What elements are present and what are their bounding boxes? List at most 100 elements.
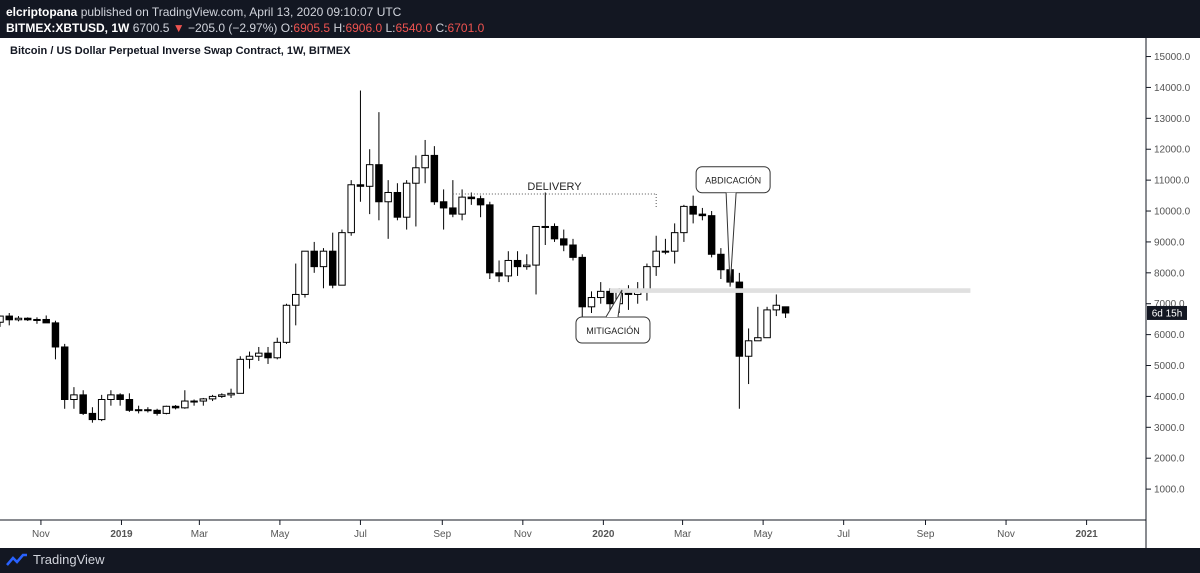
candle	[255, 346, 263, 361]
candle	[569, 238, 577, 261]
time-tick-label: Jul	[837, 529, 850, 540]
candle-body-up	[181, 400, 189, 409]
close-label: C:	[435, 21, 448, 35]
candle-body-down	[735, 281, 744, 357]
candle-body-down	[153, 409, 161, 414]
candle	[51, 320, 60, 360]
price-tick-label: 4000.0	[1154, 392, 1185, 403]
candle	[781, 306, 790, 318]
candle-body-up	[458, 196, 466, 215]
candle-body-down	[393, 191, 402, 218]
candle-body-down	[88, 412, 97, 421]
candle	[227, 388, 235, 398]
candle-body-up	[273, 341, 281, 359]
candle	[421, 139, 429, 184]
candle-body-up	[754, 337, 762, 342]
candle	[144, 407, 152, 413]
candle	[199, 397, 208, 406]
price-tick-label: 15000.0	[1154, 52, 1191, 63]
candle-body-down	[486, 204, 494, 274]
candle	[190, 399, 198, 406]
candle	[301, 250, 309, 298]
candle	[495, 260, 503, 283]
candle	[23, 317, 32, 322]
candle-body-down	[5, 315, 13, 321]
time-tick-label: 2019	[110, 529, 133, 540]
candle	[578, 254, 586, 320]
candle-body-down	[569, 244, 577, 258]
price-tick-label: 13000.0	[1154, 114, 1191, 125]
candle-body-up	[282, 304, 291, 343]
candle	[439, 189, 448, 230]
chart-header: elcriptopana published on TradingView.co…	[0, 0, 1200, 38]
price-tick-label: 11000.0	[1154, 176, 1190, 187]
mitigacion-callout-label: MITIGACIÓN	[586, 326, 640, 336]
candle	[467, 192, 476, 205]
open-value: 6905.5	[293, 21, 331, 35]
candle-body-down	[513, 259, 522, 268]
time-tick-label: Nov	[514, 529, 532, 540]
candle-body-up	[402, 182, 411, 218]
last-price: 6700.5	[132, 21, 170, 35]
candle-body-down	[328, 250, 337, 286]
candle-body-up	[541, 225, 550, 228]
candlestick-chart[interactable]: Bitcoin / US Dollar Perpetual Inverse Sw…	[0, 38, 1200, 548]
candle	[393, 183, 402, 221]
candle-body-up	[587, 297, 596, 308]
candle	[14, 316, 23, 322]
candle-body-up	[236, 358, 245, 394]
brand-name: TradingView	[33, 552, 105, 567]
candle	[70, 387, 78, 409]
candle	[125, 393, 134, 412]
candle	[717, 248, 725, 279]
time-tick-label: Nov	[997, 529, 1015, 540]
candle-body-down	[264, 352, 272, 359]
candle-body-up	[643, 266, 651, 292]
candle	[338, 229, 346, 286]
candle	[689, 195, 697, 224]
candle	[550, 223, 559, 242]
price-tick-label: 12000.0	[1154, 145, 1191, 156]
candle-body-up	[255, 352, 263, 357]
candle-body-up	[596, 290, 605, 299]
candle	[134, 405, 143, 414]
price-axis[interactable]: 1000.0 2000.0 3000.0 4000.0 5000.0 6000.0 7000…	[1145, 38, 1191, 548]
candle	[365, 149, 374, 215]
candle	[541, 192, 550, 246]
candle-body-down	[171, 405, 180, 409]
time-tick-label: Nov	[32, 529, 50, 540]
candle-body-down	[467, 196, 476, 200]
candle	[763, 306, 771, 339]
author-name[interactable]: elcriptopana	[6, 5, 78, 19]
candle	[412, 155, 420, 227]
price-tick-label: 7000.0	[1154, 299, 1185, 310]
tradingview-logo[interactable]: TradingView	[6, 552, 105, 567]
candle-body-up	[338, 232, 346, 286]
price-tick-label: 3000.0	[1154, 423, 1185, 434]
candle	[347, 180, 355, 236]
candle-body-up	[14, 317, 23, 321]
candle-body-up	[245, 355, 254, 360]
price-tick-label: 2000.0	[1154, 454, 1185, 465]
candle	[772, 294, 781, 317]
candle	[319, 248, 328, 289]
candle	[504, 251, 513, 283]
candle-body-down	[356, 184, 365, 187]
candle	[356, 90, 365, 202]
candle	[486, 201, 494, 279]
candle-body-down	[578, 256, 586, 308]
candle-body-up	[670, 232, 679, 252]
candle-body-down	[689, 205, 697, 215]
candle-body-down	[560, 238, 568, 246]
time-tick-label: Mar	[674, 529, 692, 540]
candle	[88, 407, 97, 423]
price-tick-label: 8000.0	[1154, 268, 1185, 279]
chart-area[interactable]: Bitcoin / US Dollar Perpetual Inverse Sw…	[0, 38, 1200, 548]
candle	[79, 390, 87, 415]
time-axis[interactable]: Nov 2019 Mar May Jul Sep Nov 2020 Mar May Jul Sep No…	[0, 519, 1146, 540]
ohlc-readout: BITMEX:XBTUSD, 1W 6700.5 ▼ −205.0 (−2.97…	[6, 21, 484, 35]
candle-body-up	[772, 304, 781, 311]
time-tick-label: May	[270, 529, 289, 540]
candle	[208, 394, 217, 402]
candle-body-down	[717, 253, 725, 271]
